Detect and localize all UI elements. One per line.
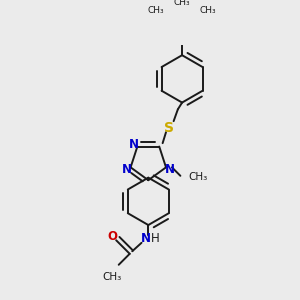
Text: H: H (151, 232, 159, 245)
Text: CH₃: CH₃ (174, 0, 190, 7)
Text: O: O (107, 230, 117, 242)
Text: CH₃: CH₃ (102, 272, 122, 281)
Text: S: S (164, 121, 174, 135)
Text: N: N (141, 232, 151, 245)
Text: CH₃: CH₃ (200, 7, 217, 16)
Text: N: N (165, 163, 175, 176)
Text: N: N (122, 163, 132, 176)
Text: N: N (129, 138, 139, 152)
Text: CH₃: CH₃ (148, 7, 164, 16)
Text: CH₃: CH₃ (189, 172, 208, 182)
